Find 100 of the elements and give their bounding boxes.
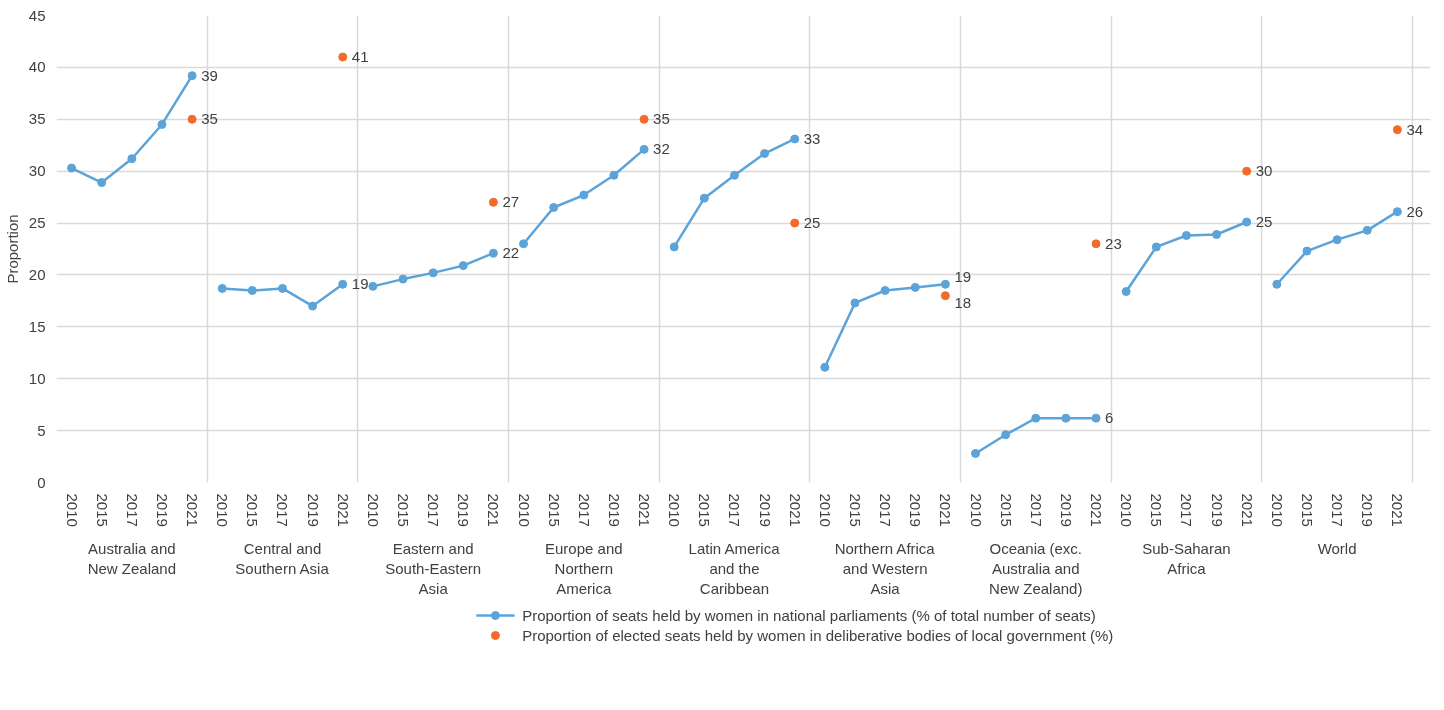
point — [1392, 125, 1402, 135]
point — [1091, 413, 1101, 423]
text: Latin America and the Caribbean — [688, 539, 781, 598]
text: Sub-Saharan Africa — [1142, 539, 1231, 577]
y-tick-label: 20 — [28, 265, 46, 283]
point — [368, 281, 378, 291]
y-tick-label: 25 — [28, 214, 46, 232]
point — [1001, 430, 1011, 440]
data-label: 19 — [351, 275, 369, 293]
point — [1061, 413, 1071, 423]
point — [760, 149, 770, 159]
point — [67, 163, 77, 173]
point — [127, 154, 137, 164]
x-tick-label: 2021 — [334, 493, 352, 527]
point — [1392, 207, 1402, 217]
x-tick-label: 2017 — [425, 493, 443, 527]
point — [1362, 225, 1372, 235]
data-label: 23 — [1105, 234, 1122, 252]
point — [277, 283, 287, 293]
x-tick-label: 2015 — [545, 493, 563, 527]
point — [639, 144, 649, 154]
point — [699, 193, 709, 203]
x-tick-label: 2021 — [485, 493, 503, 527]
point — [910, 282, 920, 292]
x-tick-label: 2019 — [907, 493, 925, 527]
y-axis-title: Proportion — [3, 214, 21, 284]
y-tick-label: 0 — [37, 473, 46, 491]
x-tick-label: 2010 — [515, 493, 533, 527]
x-tick-label: 2017 — [575, 493, 593, 527]
point — [308, 301, 318, 311]
x-tick-label: 2010 — [63, 493, 81, 527]
x-tick-label: 2015 — [244, 493, 262, 527]
point — [488, 197, 498, 207]
x-tick-label: 2015 — [997, 493, 1015, 527]
data-label: 25 — [1255, 213, 1273, 231]
x-tick-label: 2019 — [756, 493, 774, 527]
x-tick-label: 2010 — [1268, 493, 1286, 527]
y-tick-label: 15 — [28, 317, 46, 335]
x-tick-label: 2015 — [1148, 493, 1166, 527]
x-tick-label: 2019 — [304, 493, 322, 527]
text: World — [1317, 539, 1357, 557]
x-tick-label: 2019 — [153, 493, 171, 527]
point — [1302, 246, 1312, 256]
x-tick-label: 2017 — [877, 493, 895, 527]
point — [519, 239, 529, 249]
point — [1181, 231, 1191, 240]
text: Europe and Northern America — [545, 539, 623, 598]
x-tick-label: 2010 — [214, 493, 232, 527]
point — [428, 268, 438, 278]
data-label: 25 — [803, 214, 821, 232]
point — [850, 298, 860, 308]
x-tick-label: 2015 — [696, 493, 714, 527]
x-tick-label: 2019 — [1359, 493, 1377, 527]
x-tick-label: 2021 — [937, 493, 955, 527]
point — [458, 261, 468, 271]
x-tick-label: 2010 — [364, 493, 382, 527]
x-tick-label: 2019 — [1057, 493, 1075, 527]
x-tick-label: 2015 — [846, 493, 864, 527]
point — [1332, 235, 1342, 245]
point — [488, 248, 498, 258]
point — [157, 119, 167, 129]
data-label: 22 — [502, 244, 520, 262]
data-label: 35 — [653, 110, 670, 128]
data-label: 30 — [1255, 162, 1273, 180]
text: Northern Africa and Western Asia — [834, 539, 936, 598]
y-tick-label: 40 — [28, 58, 46, 76]
x-tick-label: 2017 — [1027, 493, 1045, 527]
x-tick-label: 2017 — [1178, 493, 1196, 527]
y-tick-label: 30 — [28, 162, 46, 180]
x-tick-label: 2017 — [1329, 493, 1347, 527]
x-tick-label: 2015 — [395, 493, 413, 527]
point — [338, 279, 348, 289]
point — [609, 170, 619, 180]
x-tick-label: 2017 — [123, 493, 141, 527]
point — [1091, 239, 1101, 249]
x-tick-label: 2021 — [786, 493, 804, 527]
point — [1212, 229, 1222, 239]
point — [729, 170, 739, 180]
point — [1151, 242, 1161, 252]
data-label: 6 — [1105, 409, 1114, 427]
point — [187, 114, 197, 124]
point — [880, 286, 890, 295]
x-tick-label: 2010 — [1118, 493, 1136, 527]
point — [669, 242, 679, 252]
x-tick-label: 2019 — [1208, 493, 1226, 527]
data-label: 41 — [351, 48, 369, 66]
data-label: 39 — [201, 66, 218, 84]
y-tick-label: 35 — [28, 110, 46, 128]
x-tick-label: 2010 — [967, 493, 985, 527]
data-label: 19 — [954, 268, 972, 286]
point — [820, 362, 830, 372]
point — [940, 279, 950, 289]
y-tick-label: 10 — [28, 369, 46, 387]
data-label: 33 — [803, 130, 821, 147]
point — [398, 274, 408, 284]
point — [247, 286, 257, 295]
x-tick-label: 2010 — [816, 493, 834, 527]
text: Oceania (exc. Australia and New Zealand) — [989, 539, 1083, 598]
x-tick-label: 2021 — [636, 493, 654, 527]
point — [549, 203, 559, 212]
